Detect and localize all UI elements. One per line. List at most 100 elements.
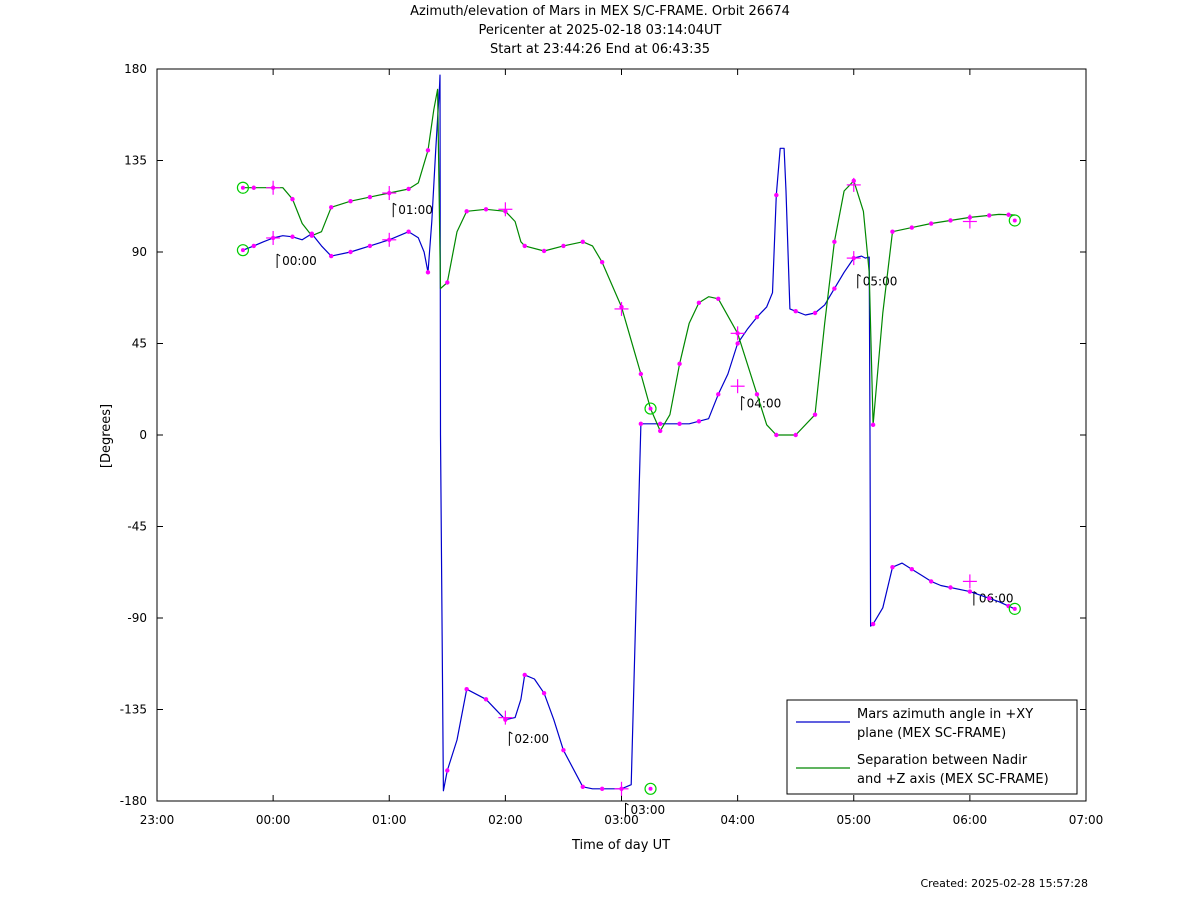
x-tick-label: 01:00 (372, 813, 407, 827)
series-dot (445, 768, 450, 773)
series-dot (987, 596, 992, 601)
created-timestamp: Created: 2025-02-28 15:57:28 (920, 877, 1088, 890)
series-dot (425, 148, 431, 153)
x-tick-label: 00:00 (256, 813, 291, 827)
x-axis-label: Time of day UT (571, 838, 670, 853)
endpoint-dot (240, 248, 245, 253)
time-annotation-arrow (973, 591, 978, 594)
series-dot (406, 186, 411, 192)
y-tick-label: 135 (124, 154, 147, 168)
legend-label: Mars azimuth angle in +XY (857, 707, 1033, 722)
legend-label: Separation between Nadir (857, 753, 1028, 768)
series-dot (754, 314, 760, 320)
time-annotations: 00:00 01:00 02:00 03:00 04:00 05:00 06:00 (276, 202, 1014, 817)
time-annotation-arrow (392, 202, 397, 206)
series-dot (599, 259, 605, 265)
series-dot (541, 248, 547, 254)
legend-label: and +Z axis (MEX SC-FRAME) (857, 772, 1049, 787)
series-line-azimuth (242, 74, 1016, 792)
series-dot (890, 229, 895, 234)
series-lines (242, 74, 1016, 792)
series-dot (367, 243, 373, 249)
time-annotation-arrow (509, 731, 513, 735)
time-annotation-label: 00:00 (282, 254, 317, 268)
endpoint-dot (1012, 218, 1017, 223)
x-tick-label: 23:00 (140, 813, 175, 827)
series-dot (754, 392, 760, 397)
series-dot (561, 747, 566, 753)
y-tick-label: -135 (120, 703, 147, 717)
series-dot (948, 585, 953, 590)
x-tick-label: 06:00 (953, 813, 988, 827)
series-dot (909, 567, 915, 572)
series-dot (658, 428, 663, 434)
time-annotation-label: 06:00 (979, 592, 1014, 606)
x-tick-label: 04:00 (720, 813, 755, 827)
series-dot (928, 579, 934, 584)
series-dot (1006, 212, 1011, 217)
endpoint-circle (644, 782, 657, 795)
series-dot (909, 225, 915, 230)
series-dot (658, 421, 663, 427)
series-dot (793, 432, 798, 438)
time-annotation-arrow (276, 253, 281, 257)
series-dot (716, 296, 721, 301)
endpoint-circle (1008, 214, 1021, 227)
series-dot (735, 341, 740, 346)
endpoint-dot (240, 185, 245, 190)
series-dot (348, 198, 353, 204)
series-dot (774, 192, 779, 198)
series-dot (406, 229, 411, 234)
series-dot (522, 672, 527, 678)
series-dot (967, 589, 973, 594)
series-dot (328, 205, 334, 210)
chart-subtitle-2: Start at 23:44:26 End at 06:43:35 (489, 42, 711, 57)
series-dot (290, 196, 295, 202)
series-dot (638, 371, 644, 377)
time-annotation-arrow (625, 802, 629, 806)
x-tick-label: 03:00 (604, 813, 639, 827)
x-tick-label: 02:00 (488, 813, 523, 827)
time-annotation-label: 03:00 (631, 803, 666, 817)
legend-box (786, 699, 1078, 795)
series-dot (541, 691, 547, 696)
series-line-separation (242, 88, 1015, 436)
series-dot (367, 194, 373, 200)
series-dot (483, 207, 489, 212)
series-dot (251, 243, 256, 249)
series-dot (948, 218, 953, 223)
x-tick-label: 07:00 (1069, 813, 1104, 827)
series-markers (236, 148, 1021, 796)
series-dot (425, 270, 431, 275)
series-dot (483, 697, 489, 702)
y-axis-label: [Degrees] (99, 404, 114, 468)
series-dot (522, 243, 527, 249)
y-tick-label: 0 (139, 428, 147, 442)
series-dot (677, 421, 682, 427)
time-annotation-arrow (857, 273, 862, 277)
series-dot (445, 280, 450, 285)
series-dot (464, 209, 469, 214)
y-tick-label: 90 (132, 245, 147, 259)
series-dot (696, 300, 702, 306)
series-dot (812, 310, 818, 316)
chart-subtitle: Pericenter at 2025-02-18 03:14:04UT (478, 23, 722, 38)
time-annotation-label: 05:00 (863, 274, 898, 288)
time-annotation-arrow (741, 395, 745, 399)
endpoint-circle (644, 402, 657, 415)
endpoint-dot (648, 406, 653, 411)
series-dot (251, 185, 256, 190)
chart-title: Azimuth/elevation of Mars in MEX S/C-FRA… (410, 4, 790, 19)
series-dot (580, 239, 585, 245)
endpoint-circle (236, 244, 250, 257)
plot-frame (156, 68, 1087, 802)
y-tick-label: 180 (124, 62, 147, 76)
series-dot (580, 784, 585, 789)
axis-ticks: 23:00 00:00 01:00 02:00 03:00 04:00 05:00 06:00… (120, 62, 1104, 827)
legend: Mars azimuth angle in +XY plane (MEX SC-F… (786, 699, 1078, 795)
endpoint-dot (648, 786, 653, 791)
endpoint-circle (1008, 602, 1021, 615)
series-dot (290, 234, 295, 239)
series-dot (599, 786, 605, 791)
